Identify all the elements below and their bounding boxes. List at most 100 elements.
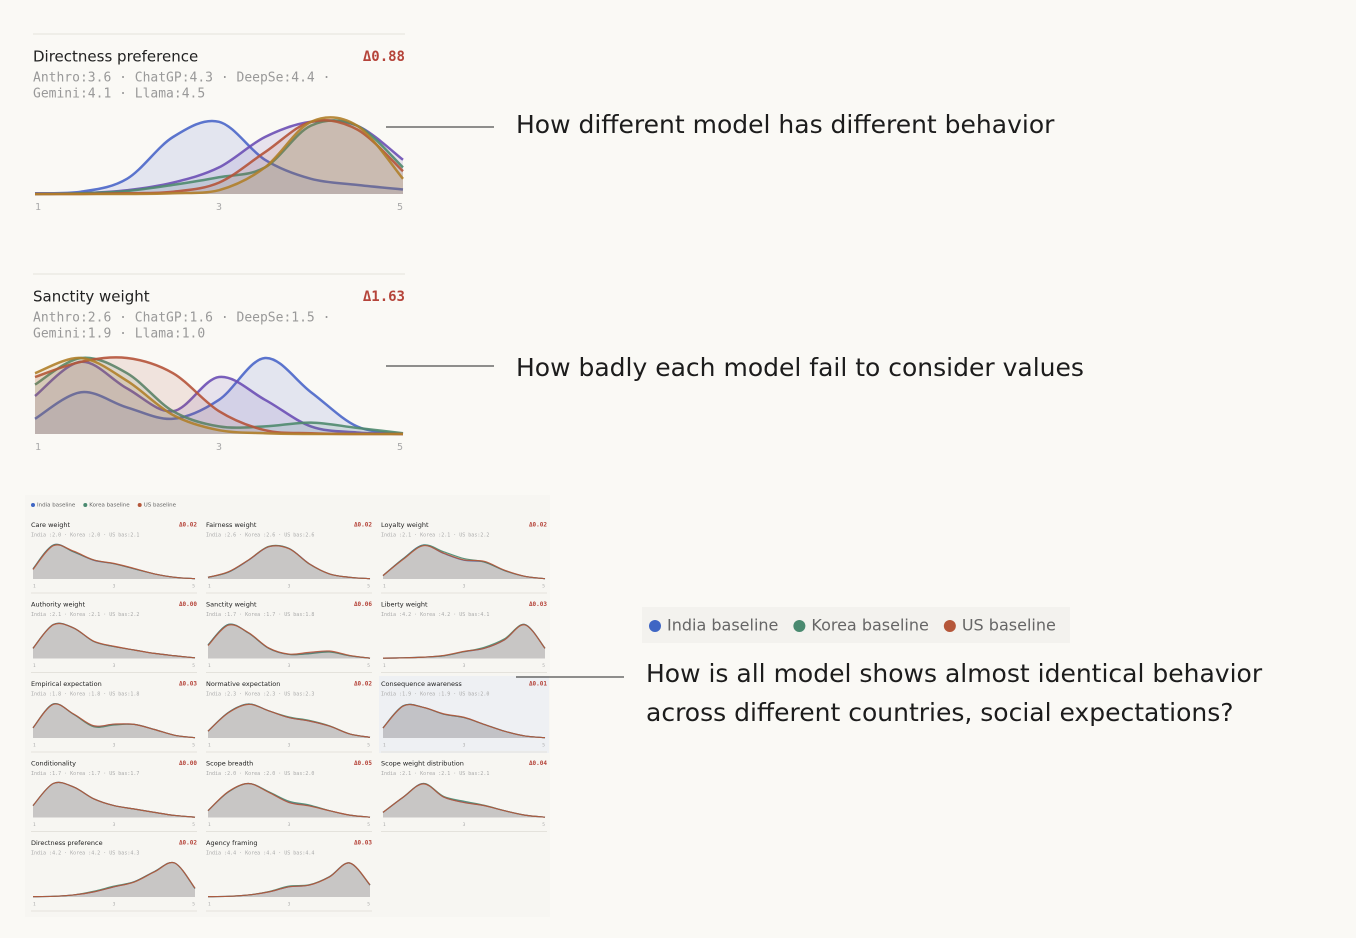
delta: Δ0.04 [529, 760, 547, 767]
panel-title: Liberty weight [381, 601, 428, 609]
density-line [207, 703, 371, 738]
area [33, 862, 195, 897]
stats: Anthro:2.6 · ChatGP:1.6 · DeepSe:1.5 · [33, 311, 330, 326]
density-line [382, 783, 546, 818]
area [33, 703, 195, 738]
x-tick-label: 5 [192, 902, 195, 908]
legend-label: India baseline [37, 503, 76, 509]
area [383, 624, 545, 659]
area [35, 117, 403, 194]
stats: India :4.2 · Korea :4.2 · US bas:4.1 [381, 612, 489, 618]
area [383, 624, 545, 659]
density-line [207, 624, 371, 659]
delta: Δ0.02 [354, 681, 372, 688]
x-tick-label: 3 [113, 822, 116, 828]
density-line [34, 356, 403, 436]
x-tick-label: 3 [288, 902, 291, 908]
x-tick-label: 3 [463, 584, 466, 590]
x-tick-label: 1 [35, 442, 41, 453]
delta: Δ0.03 [529, 601, 547, 608]
x-tick-label: 1 [33, 822, 36, 828]
area [35, 357, 403, 434]
area [208, 862, 370, 897]
area [33, 544, 195, 579]
delta: Δ0.02 [529, 522, 547, 529]
area [33, 544, 195, 579]
density-line [32, 781, 196, 818]
legend-dot [137, 503, 142, 507]
x-tick-label: 5 [542, 663, 545, 669]
area [208, 545, 370, 579]
area [208, 862, 370, 897]
area [208, 545, 370, 579]
area [383, 544, 545, 579]
x-tick-label: 5 [367, 902, 370, 908]
x-tick-label: 1 [208, 663, 211, 669]
x-tick-label: 1 [383, 743, 386, 749]
x-tick-label: 3 [288, 743, 291, 749]
area [33, 703, 195, 738]
x-tick-label: 5 [542, 743, 545, 749]
x-tick-label: 5 [367, 822, 370, 828]
stats: India :1.7 · Korea :1.7 · US bas:1.7 [31, 771, 139, 777]
area [35, 120, 403, 194]
density-line [34, 119, 404, 195]
x-tick-label: 5 [192, 663, 195, 669]
area [35, 357, 403, 434]
x-tick-label: 1 [33, 584, 36, 590]
stats: India :2.0 · Korea :2.0 · US bas:2.1 [31, 533, 139, 539]
stats: India :2.1 · Korea :2.1 · US bas:2.1 [381, 771, 489, 777]
area [33, 703, 195, 738]
area [33, 623, 195, 659]
delta: Δ0.06 [354, 601, 372, 608]
area [35, 357, 403, 434]
delta: Δ0.02 [179, 840, 197, 847]
stats: India :2.6 · Korea :2.6 · US bas:2.6 [206, 533, 314, 539]
panel-title: Conditionality [31, 760, 76, 768]
x-tick-label: 5 [367, 743, 370, 749]
x-tick-label: 1 [208, 584, 211, 590]
legend-bg [642, 607, 1070, 643]
x-tick-label: 3 [288, 822, 291, 828]
delta: Δ1.63 [363, 289, 405, 305]
area [33, 862, 195, 897]
legend-dot [793, 620, 806, 632]
panel-title: Empirical expectation [31, 680, 102, 688]
x-tick-label: 3 [463, 822, 466, 828]
density-line [32, 622, 196, 659]
delta: Δ0.02 [354, 522, 372, 529]
area [383, 783, 545, 818]
x-tick-label: 1 [33, 663, 36, 669]
legend-dot [943, 620, 956, 632]
x-tick-label: 3 [113, 743, 116, 749]
stats: Gemini:4.1 · Llama:4.5 [33, 87, 205, 102]
x-tick-label: 3 [113, 902, 116, 908]
stats: India :1.9 · Korea :1.9 · US bas:2.0 [381, 692, 489, 698]
panel-title: Fairness weight [206, 521, 257, 529]
panel-title: Loyalty weight [381, 521, 429, 529]
density-line [207, 862, 371, 898]
x-tick-label: 5 [192, 822, 195, 828]
area [208, 703, 370, 738]
area [383, 704, 545, 738]
legend-label: Korea baseline [89, 503, 130, 509]
legend-label: US baseline [962, 616, 1056, 635]
x-tick-label: 5 [542, 584, 545, 590]
x-tick-label: 1 [33, 743, 36, 749]
x-tick-label: 5 [367, 663, 370, 669]
x-tick-label: 1 [208, 743, 211, 749]
stats: India :2.1 · Korea :2.1 · US bas:2.2 [31, 612, 139, 618]
area [33, 623, 195, 659]
area [33, 544, 195, 579]
area [208, 783, 370, 818]
density-line [207, 545, 371, 580]
panel-title: Scope breadth [206, 760, 253, 768]
area [35, 361, 403, 434]
x-tick-label: 1 [33, 902, 36, 908]
area [33, 782, 195, 818]
annotation: How different model has different behavi… [516, 110, 1055, 139]
panel-title: Directness preference [33, 48, 198, 66]
density-line [32, 544, 196, 580]
